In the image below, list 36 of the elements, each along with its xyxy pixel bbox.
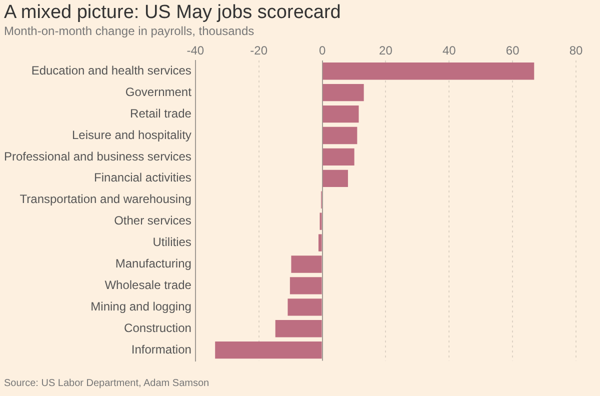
bar <box>290 277 322 294</box>
y-tick-label: Financial activities <box>94 170 192 185</box>
chart-subtitle: Month-on-month change in payrolls, thousands <box>4 24 254 38</box>
y-tick-label: Other services <box>114 214 192 228</box>
x-tick-label: 60 <box>506 44 520 58</box>
y-tick-label: Information <box>131 342 192 356</box>
bar <box>322 170 348 187</box>
y-tick-label: Wholesale trade <box>104 278 192 292</box>
y-tick-label: Government <box>125 84 192 99</box>
x-tick-label: 80 <box>569 44 583 58</box>
bar <box>322 105 359 123</box>
x-tick-label: -40 <box>186 44 204 58</box>
bar <box>215 341 322 359</box>
y-tick-label: Education and health services <box>31 63 192 78</box>
x-tick-label: 40 <box>442 44 456 58</box>
y-tick-label: Leisure and hospitality <box>72 128 192 142</box>
source-note: Source: US Labor Department, Adam Samson <box>4 378 210 389</box>
x-tick-label: 0 <box>318 44 326 58</box>
y-tick-label: Transportation and warehousing <box>20 192 192 206</box>
chart-title: A mixed picture: US May jobs scorecard <box>4 2 341 24</box>
y-tick-label: Construction <box>124 320 192 335</box>
y-tick-label: Utilities <box>152 235 192 250</box>
y-tick-label: Mining and logging <box>90 299 192 314</box>
bar <box>275 320 322 338</box>
bar <box>288 298 322 316</box>
bar <box>322 126 358 144</box>
bar <box>291 256 322 273</box>
y-tick-label: Retail trade <box>130 106 192 120</box>
bar <box>322 148 354 166</box>
y-tick-label: Professional and business services <box>4 149 192 164</box>
x-tick-label: 20 <box>379 44 393 58</box>
bar <box>322 84 364 102</box>
y-tick-label: Manufacturing <box>115 256 192 271</box>
bar <box>322 62 534 80</box>
bar <box>318 234 322 252</box>
x-tick-label: -20 <box>250 44 268 58</box>
